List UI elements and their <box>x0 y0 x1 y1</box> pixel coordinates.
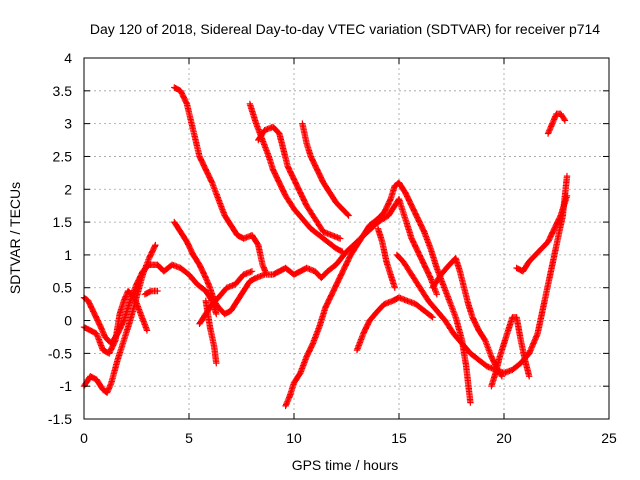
series-marks <box>513 192 571 275</box>
x-tick-label: 20 <box>496 430 512 446</box>
y-tick-label: -0.5 <box>48 345 72 361</box>
series-s14 <box>374 225 398 291</box>
y-tick-label: 2 <box>64 181 72 197</box>
data-marks <box>80 84 571 410</box>
y-tick-label: 0 <box>64 313 72 329</box>
series-s17 <box>488 314 533 390</box>
series-s9 <box>246 100 346 255</box>
y-tick-label: 3.5 <box>53 83 73 99</box>
series-marks <box>141 287 161 298</box>
series-marks <box>353 294 436 354</box>
series-s15 <box>393 172 571 377</box>
x-tick-label: 5 <box>185 430 193 446</box>
x-tick-labels: 0 5 10 15 20 25 <box>80 430 617 446</box>
y-tick-label: 2.5 <box>53 148 73 164</box>
y-tick-labels: -1.5 -1 -0.5 0 0.5 1 1.5 2 2.5 3 3.5 4 <box>48 50 72 427</box>
series-s11 <box>299 120 352 219</box>
series-s13 <box>353 294 436 354</box>
y-tick-label: 3 <box>64 116 72 132</box>
series-marks <box>246 100 346 255</box>
series-marks <box>171 84 440 298</box>
y-tick-label: 1 <box>64 247 72 263</box>
series-s8 <box>202 297 220 367</box>
series-s16 <box>429 255 506 380</box>
plot-frame <box>83 57 610 420</box>
series-marks <box>544 110 569 137</box>
series-s6 <box>171 84 440 298</box>
y-tick-label: -1 <box>60 378 73 394</box>
axis-ticks <box>83 57 610 420</box>
series-marks <box>393 172 571 377</box>
series-s2 <box>80 261 220 347</box>
series-marks <box>255 123 344 242</box>
y-axis-label: SDTVAR / TECUs <box>7 182 23 294</box>
grid-lines <box>84 58 609 419</box>
series-marks <box>80 287 151 357</box>
x-tick-label: 10 <box>286 430 302 446</box>
series-s10 <box>255 123 344 242</box>
chart-title: Day 120 of 2018, Sidereal Day-to-day VTE… <box>90 21 600 37</box>
x-tick-label: 25 <box>601 430 617 446</box>
x-axis-label: GPS time / hours <box>292 457 399 473</box>
series-marks <box>299 120 352 219</box>
series-marks <box>488 314 533 390</box>
y-tick-label: 1.5 <box>53 214 73 230</box>
series-s4 <box>141 287 161 298</box>
series-marks <box>202 297 220 367</box>
series-marks <box>429 255 506 380</box>
series-s18 <box>513 192 571 275</box>
y-tick-label: -1.5 <box>48 411 72 427</box>
x-tick-label: 15 <box>391 430 407 446</box>
series-marks <box>80 261 220 347</box>
y-tick-label: 4 <box>64 50 72 66</box>
x-tick-label: 0 <box>80 430 88 446</box>
series-s3 <box>80 287 151 357</box>
series-s19 <box>544 110 569 137</box>
y-tick-label: 0.5 <box>53 280 73 296</box>
series-marks <box>374 225 398 291</box>
